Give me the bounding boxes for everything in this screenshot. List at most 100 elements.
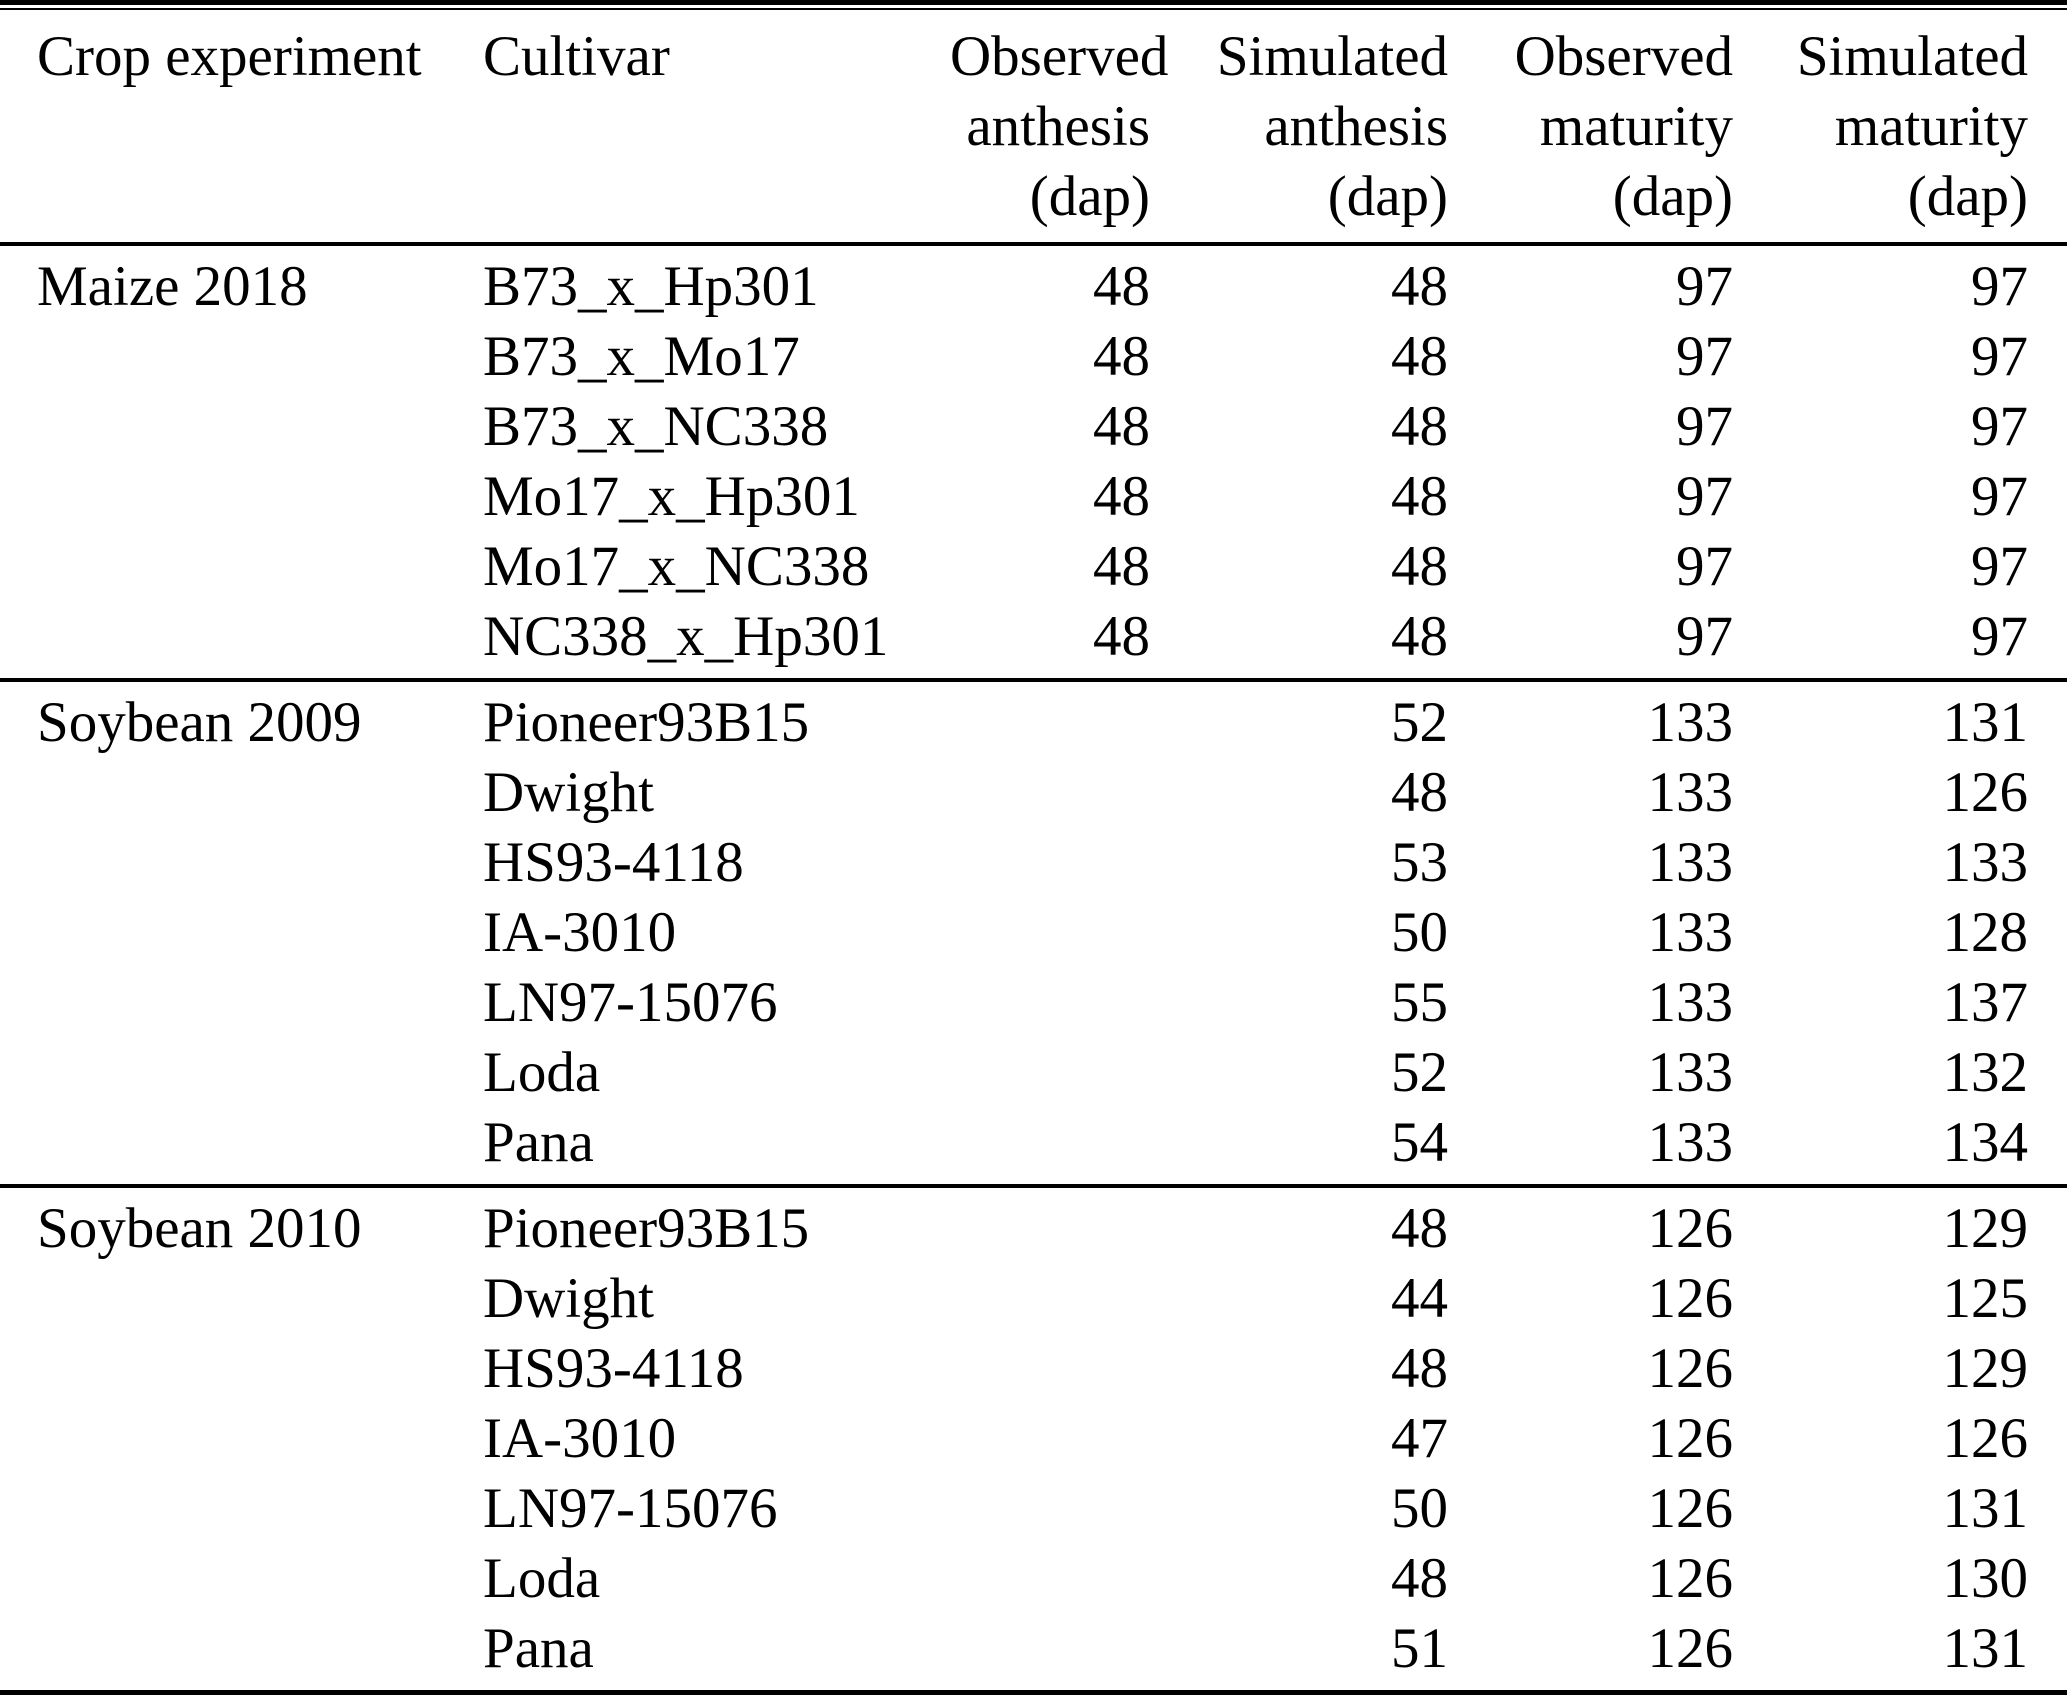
experiment-cell [0,898,483,968]
simulated-anthesis-cell: 44 [1391,1267,1448,1330]
header-label-line: (dap) [1327,165,1448,228]
table-row: B73_x_Mo17 48 48 97 97 [0,322,2067,392]
simulated-anthesis-cell: 51 [1391,1617,1448,1680]
header-crop-experiment: Crop experiment [0,22,483,232]
table-row: Mo17_x_NC338 48 48 97 97 [0,532,2067,602]
observed-anthesis-cell: 48 [1093,605,1150,668]
experiment-cell [0,758,483,828]
observed-maturity-cell: 126 [1647,1267,1734,1330]
observed-maturity-cell: 126 [1647,1197,1734,1260]
table-row: Loda 52 133 132 [0,1038,2067,1108]
table-row: Pana 51 126 131 [0,1614,2067,1684]
header-separator-rule [0,242,2067,246]
table-row: NC338_x_Hp301 48 48 97 97 [0,602,2067,672]
header-simulated-maturity: Simulated maturity (dap) [1733,22,2028,232]
section-separator-rule [0,1184,2067,1188]
table-row: Soybean 2009 Pioneer93B15 52 133 131 [0,688,2067,758]
table-row: Pana 54 133 134 [0,1108,2067,1178]
section-separator-rule [0,678,2067,682]
observed-anthesis-cell [950,1614,1150,1684]
simulated-maturity-cell: 97 [1971,535,2028,598]
experiment-cell [0,1404,483,1474]
section-soybean-2010: Soybean 2010 Pioneer93B15 48 126 129 Dwi… [0,1188,2067,1690]
simulated-maturity-cell: 131 [1942,1477,2029,1540]
table-row: Loda 48 126 130 [0,1544,2067,1614]
section-soybean-2009: Soybean 2009 Pioneer93B15 52 133 131 Dwi… [0,682,2067,1184]
section-maize-2018: Maize 2018 B73_x_Hp301 48 48 97 97 B73_x… [0,246,2067,678]
header-label-line: anthesis [1264,95,1448,158]
experiment-cell: Maize 2018 [37,255,308,318]
simulated-anthesis-cell: 48 [1391,1197,1448,1260]
cultivar-cell: IA-3010 [483,901,677,964]
simulated-maturity-cell: 97 [1971,325,2028,388]
table-top-border-outer [0,0,2067,5]
observed-maturity-cell: 97 [1676,255,1733,318]
observed-anthesis-cell [950,1264,1150,1334]
observed-anthesis-cell [950,1544,1150,1614]
cultivar-cell: HS93-4118 [483,831,744,894]
simulated-anthesis-cell: 48 [1391,1337,1448,1400]
observed-anthesis-cell [950,968,1150,1038]
simulated-anthesis-cell: 48 [1391,535,1448,598]
experiment-cell: Soybean 2009 [37,691,362,754]
simulated-anthesis-cell: 54 [1391,1111,1448,1174]
table-row: IA-3010 50 133 128 [0,898,2067,968]
simulated-anthesis-cell: 48 [1391,255,1448,318]
experiment-cell [0,1474,483,1544]
simulated-maturity-cell: 126 [1942,1407,2029,1470]
observed-maturity-cell: 126 [1647,1337,1734,1400]
table-bottom-border [0,1690,2067,1695]
experiment-cell: Soybean 2010 [37,1197,362,1260]
observed-anthesis-cell [950,1334,1150,1404]
simulated-anthesis-cell: 48 [1391,465,1448,528]
experiment-cell [0,462,483,532]
observed-anthesis-cell: 48 [1093,255,1150,318]
header-label-line: (dap) [1612,165,1733,228]
simulated-maturity-cell: 128 [1942,901,2029,964]
header-label-line: maturity [1539,95,1733,158]
simulated-maturity-cell: 97 [1971,465,2028,528]
table-row: IA-3010 47 126 126 [0,1404,2067,1474]
simulated-anthesis-cell: 55 [1391,971,1448,1034]
observed-maturity-cell: 97 [1676,465,1733,528]
table-row: HS93-4118 48 126 129 [0,1334,2067,1404]
simulated-maturity-cell: 134 [1942,1111,2029,1174]
observed-maturity-cell: 97 [1676,535,1733,598]
header-label-line: Simulated [1796,25,2028,88]
table-header-row: Crop experiment Cultivar Observed anthes… [0,10,2067,242]
cultivar-cell: Pioneer93B15 [483,1197,810,1260]
cultivar-cell: Dwight [483,1267,654,1330]
simulated-maturity-cell: 129 [1942,1197,2029,1260]
header-cultivar: Cultivar [483,22,950,232]
simulated-maturity-cell: 131 [1942,1617,2029,1680]
simulated-maturity-cell: 97 [1971,255,2028,318]
simulated-anthesis-cell: 50 [1391,1477,1448,1540]
simulated-anthesis-cell: 48 [1391,395,1448,458]
cultivar-cell: Loda [483,1547,601,1610]
observed-maturity-cell: 133 [1647,831,1734,894]
simulated-anthesis-cell: 48 [1391,325,1448,388]
experiment-cell [0,1614,483,1684]
simulated-maturity-cell: 133 [1942,831,2029,894]
experiment-cell [0,532,483,602]
observed-anthesis-cell [950,898,1150,968]
simulated-anthesis-cell: 53 [1391,831,1448,894]
table-row: B73_x_NC338 48 48 97 97 [0,392,2067,462]
simulated-anthesis-cell: 48 [1391,1547,1448,1610]
table-row: Dwight 44 126 125 [0,1264,2067,1334]
simulated-maturity-cell: 97 [1971,395,2028,458]
experiment-cell [0,1544,483,1614]
experiment-cell [0,322,483,392]
cultivar-cell: Mo17_x_NC338 [483,535,870,598]
header-simulated-anthesis: Simulated anthesis (dap) [1150,22,1448,232]
cultivar-cell: B73_x_Mo17 [483,325,800,388]
simulated-anthesis-cell: 48 [1391,761,1448,824]
observed-maturity-cell: 97 [1676,325,1733,388]
header-label-line: maturity [1834,95,2028,158]
simulated-anthesis-cell: 47 [1391,1407,1448,1470]
observed-anthesis-cell [950,1474,1150,1544]
simulated-anthesis-cell: 52 [1391,691,1448,754]
cultivar-cell: Loda [483,1041,601,1104]
observed-maturity-cell: 126 [1647,1407,1734,1470]
